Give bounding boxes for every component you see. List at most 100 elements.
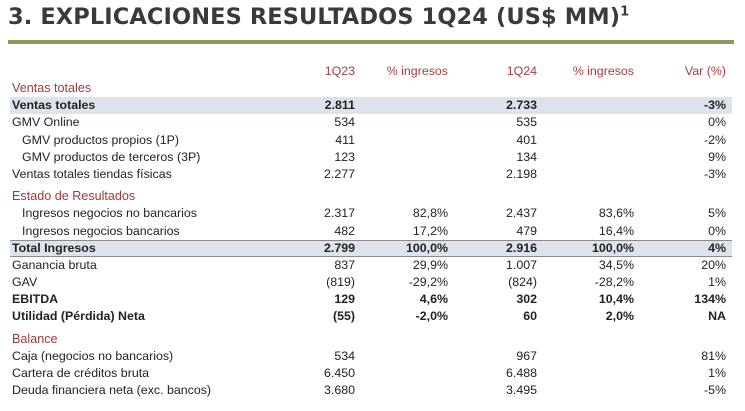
cell-1q23: 123 xyxy=(334,149,355,164)
cell-1q24: 302 xyxy=(516,292,537,307)
table-header: 1Q23 % ingresos 1Q24 % ingresos Var (%) xyxy=(10,62,732,80)
row-label: GMV productos de terceros (3P) xyxy=(22,149,201,164)
section-header-balance: Balance xyxy=(10,331,732,348)
col-header-var: Var (%) xyxy=(684,64,726,78)
cell-1q23: (55) xyxy=(332,309,355,324)
row-label: Caja (negocios no bancarios) xyxy=(12,348,174,363)
cell-1q23: 482 xyxy=(334,223,355,238)
cell-1q24: 3.495 xyxy=(505,383,537,398)
title-rule xyxy=(8,40,734,44)
page-title: 3. EXPLICACIONES RESULTADOS 1Q24 (US$ MM… xyxy=(8,4,629,30)
cell-pct-2: 10,4% xyxy=(598,292,634,307)
cell-1q24: 6.488 xyxy=(505,366,537,380)
table-row-tiendas: Ventas totales tiendas físicas 2.277 2.1… xyxy=(10,166,732,183)
cell-1q23: 6.450 xyxy=(323,366,355,380)
title-text: 3. EXPLICACIONES RESULTADOS 1Q24 (US$ MM… xyxy=(8,4,621,30)
cell-1q23: 129 xyxy=(334,292,355,307)
row-label: GMV productos propios (1P) xyxy=(22,132,180,147)
row-label: GAV xyxy=(12,275,38,290)
cell-1q23: 3.680 xyxy=(323,383,355,398)
cell-var: 9% xyxy=(708,149,726,164)
col-header-pct-2: % ingresos xyxy=(572,64,634,78)
table-row-ventas-totales: Ventas totales 2.811 2.733 -3% xyxy=(10,97,732,115)
cell-var: -3% xyxy=(703,98,726,113)
cell-pct-1: 100,0% xyxy=(405,240,448,255)
table-row-ebitda: EBITDA 129 4,6% 302 10,4% 134% xyxy=(10,291,732,308)
table-row-caja: Caja (negocios no bancarios) 534 967 81% xyxy=(10,348,732,365)
cell-var: 1% xyxy=(708,275,726,290)
cell-pct-2: 2,0% xyxy=(605,309,634,324)
col-header-1q24: 1Q24 xyxy=(506,64,537,78)
cell-pct-2: 16,4% xyxy=(598,223,634,238)
table-row-ing-bancarios: Ingresos negocios bancarios 482 17,2% 47… xyxy=(10,223,732,240)
cell-1q24: 967 xyxy=(516,348,537,363)
section-header-ventas: Ventas totales xyxy=(10,80,732,97)
table-row-gmv-3p: GMV productos de terceros (3P) 123 134 9… xyxy=(10,149,732,166)
row-label: Deuda financiera neta (exc. bancos) xyxy=(12,383,212,398)
cell-var: -5% xyxy=(703,383,726,398)
cell-var: 81% xyxy=(701,348,726,363)
cell-1q23: 534 xyxy=(334,348,355,363)
cell-1q24: 60 xyxy=(523,309,537,324)
cell-pct-2: 34,5% xyxy=(598,257,634,272)
table-row-cartera: Cartera de créditos bruta 6.450 6.488 1% xyxy=(10,365,732,382)
cell-1q24: 535 xyxy=(516,115,537,130)
col-header-1q23: 1Q23 xyxy=(324,64,355,78)
cell-1q24: 2.733 xyxy=(505,98,537,113)
cell-var: 4% xyxy=(708,240,726,255)
row-label: Utilidad (Pérdida) Neta xyxy=(12,309,145,324)
cell-1q23: 2.277 xyxy=(323,166,355,181)
cell-1q23: 534 xyxy=(334,115,355,130)
cell-1q24: 401 xyxy=(516,132,537,147)
cell-1q24: 2.916 xyxy=(505,240,537,255)
table-row-gmv-online: GMV Online 534 535 0% xyxy=(10,114,732,131)
row-label: EBITDA xyxy=(12,292,59,307)
cell-1q23: (819) xyxy=(326,275,355,290)
cell-pct-1: 17,2% xyxy=(412,223,448,238)
cell-1q24: 2.198 xyxy=(505,166,537,181)
cell-1q24: 134 xyxy=(516,149,537,164)
table-row-ing-no-bancarios: Ingresos negocios no bancarios 2.317 82,… xyxy=(10,205,732,222)
cell-var: 1% xyxy=(708,366,726,380)
row-label: GMV Online xyxy=(12,115,80,130)
row-label: Ventas totales xyxy=(12,98,96,113)
cell-var: 5% xyxy=(708,206,726,221)
cell-var: 134% xyxy=(694,292,726,307)
cell-1q23: 2.799 xyxy=(323,240,355,255)
cell-var: NA xyxy=(708,309,726,324)
cell-1q23: 2.811 xyxy=(324,98,355,113)
table-row-deuda: Deuda financiera neta (exc. bancos) 3.68… xyxy=(10,382,732,399)
row-label: Ventas totales tiendas físicas xyxy=(12,166,172,181)
section-header-resultados: Estado de Resultados xyxy=(10,188,732,205)
col-header-pct-1: % ingresos xyxy=(386,64,448,78)
row-label: Ingresos negocios bancarios xyxy=(22,223,180,238)
cell-1q24: 1.007 xyxy=(505,257,537,272)
cell-pct-2: 83,6% xyxy=(598,206,634,221)
table-row-utilidad-neta: Utilidad (Pérdida) Neta (55) -2,0% 60 2,… xyxy=(10,308,732,325)
section-label: Ventas totales xyxy=(12,81,92,95)
cell-1q23: 411 xyxy=(335,132,355,147)
row-label: Cartera de créditos bruta xyxy=(12,366,150,380)
cell-pct-1: 29,9% xyxy=(412,257,448,272)
cell-var: 0% xyxy=(708,115,726,130)
table-row-ganancia-bruta: Ganancia bruta 837 29,9% 1.007 34,5% 20% xyxy=(10,257,732,274)
row-label: Ganancia bruta xyxy=(12,257,97,272)
title-footnote: 1 xyxy=(620,4,630,20)
results-table: 1Q23 % ingresos 1Q24 % ingresos Var (%) … xyxy=(10,62,732,399)
cell-var: 20% xyxy=(701,257,726,272)
table-row-gav: GAV (819) -29,2% (824) -28,2% 1% xyxy=(10,274,732,291)
cell-1q23: 837 xyxy=(334,257,355,272)
cell-pct-1: -29,2% xyxy=(408,275,448,290)
cell-var: -3% xyxy=(703,166,726,181)
cell-pct-1: -2,0% xyxy=(415,309,448,324)
cell-var: -2% xyxy=(703,132,726,147)
cell-1q24: (824) xyxy=(508,275,537,290)
cell-pct-2: 100,0% xyxy=(591,240,634,255)
cell-pct-1: 82,8% xyxy=(412,206,448,221)
row-label: Ingresos negocios no bancarios xyxy=(22,206,197,221)
cell-var: 0% xyxy=(708,223,726,238)
cell-1q24: 2.437 xyxy=(505,206,537,221)
row-label: Total Ingresos xyxy=(12,240,96,255)
section-label: Estado de Resultados xyxy=(12,189,136,204)
table-row-gmv-1p: GMV productos propios (1P) 411 401 -2% xyxy=(10,132,732,149)
